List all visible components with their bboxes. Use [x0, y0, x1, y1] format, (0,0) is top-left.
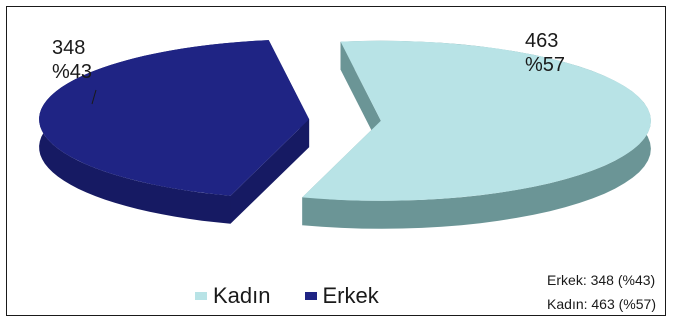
pie-slice-wall-1-0: [230, 119, 310, 224]
pie-slice-0: [302, 40, 651, 201]
chart-legend: Kadın Erkek: [195, 283, 413, 309]
legend-swatch-kadin: [195, 292, 207, 300]
erkek-percent-label: %43: [52, 61, 93, 83]
pie-slice-wall-0-0: [340, 41, 381, 149]
erkek-leader-line: [91, 89, 97, 105]
pie-slice-1: [39, 40, 310, 196]
kadin-percent-label: %57: [525, 54, 566, 76]
legend-swatch-erkek: [304, 292, 317, 300]
legend-label-erkek: Erkek: [322, 283, 379, 308]
summary-text: Erkek: 348 (%43) Kadın: 463 (%57): [547, 268, 656, 316]
legend-item-kadin: Kadın: [195, 283, 271, 309]
summary-line-kadin: Kadın: 463 (%57): [547, 296, 656, 312]
pie-slices: [39, 40, 651, 229]
kadin-value-label: 463: [525, 30, 559, 52]
summary-line-erkek: Erkek: 348 (%43): [547, 272, 656, 288]
erkek-data-label: 348 %43: [52, 36, 92, 84]
erkek-value-label: 348: [52, 37, 86, 59]
kadin-data-label: 463 %57: [525, 29, 565, 77]
legend-label-kadin: Kadın: [213, 283, 271, 308]
legend-item-erkek: Erkek: [304, 283, 379, 309]
